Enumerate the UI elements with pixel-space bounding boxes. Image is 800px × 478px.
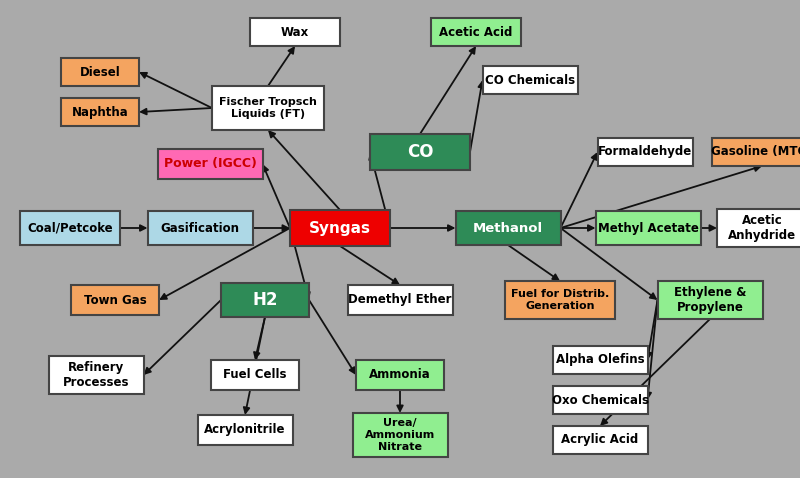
FancyBboxPatch shape xyxy=(455,211,561,245)
Text: Syngas: Syngas xyxy=(309,220,371,236)
FancyBboxPatch shape xyxy=(61,98,139,126)
FancyBboxPatch shape xyxy=(370,134,470,170)
Text: Acetic Acid: Acetic Acid xyxy=(439,25,513,39)
FancyBboxPatch shape xyxy=(20,211,120,245)
Text: Ethylene &
Propylene: Ethylene & Propylene xyxy=(674,286,746,314)
FancyBboxPatch shape xyxy=(250,18,340,46)
FancyBboxPatch shape xyxy=(221,283,309,317)
FancyBboxPatch shape xyxy=(482,66,578,94)
FancyBboxPatch shape xyxy=(71,285,159,315)
Text: Acetic
Anhydride: Acetic Anhydride xyxy=(728,214,796,242)
Text: Methanol: Methanol xyxy=(473,221,543,235)
Text: Demethyl Ether: Demethyl Ether xyxy=(348,293,452,306)
FancyBboxPatch shape xyxy=(595,211,701,245)
Text: Oxo Chemicals: Oxo Chemicals xyxy=(551,393,649,406)
FancyBboxPatch shape xyxy=(347,285,453,315)
Text: CO: CO xyxy=(406,143,434,161)
Text: Formaldehyde: Formaldehyde xyxy=(598,145,692,159)
FancyBboxPatch shape xyxy=(553,346,647,374)
FancyBboxPatch shape xyxy=(356,360,444,390)
Text: Fuel for Distrib.
Generation: Fuel for Distrib. Generation xyxy=(511,289,609,311)
Text: Alpha Olefins: Alpha Olefins xyxy=(556,354,644,367)
Text: Naphtha: Naphtha xyxy=(72,106,128,119)
Text: CO Chemicals: CO Chemicals xyxy=(485,74,575,87)
Text: Town Gas: Town Gas xyxy=(84,293,146,306)
Text: H2: H2 xyxy=(252,291,278,309)
FancyBboxPatch shape xyxy=(553,426,647,454)
Text: Acrylonitrile: Acrylonitrile xyxy=(204,424,286,436)
Text: Coal/Petcoke: Coal/Petcoke xyxy=(27,221,113,235)
Text: Acrylic Acid: Acrylic Acid xyxy=(562,434,638,446)
FancyBboxPatch shape xyxy=(431,18,521,46)
FancyBboxPatch shape xyxy=(49,356,143,394)
FancyBboxPatch shape xyxy=(158,149,262,179)
Text: Fischer Tropsch
Liquids (FT): Fischer Tropsch Liquids (FT) xyxy=(219,97,317,119)
Text: Gasoline (MTG): Gasoline (MTG) xyxy=(711,145,800,159)
Text: Gasification: Gasification xyxy=(161,221,239,235)
Text: Ammonia: Ammonia xyxy=(369,369,431,381)
FancyBboxPatch shape xyxy=(212,86,324,130)
Text: Power (IGCC): Power (IGCC) xyxy=(163,157,257,171)
FancyBboxPatch shape xyxy=(198,415,293,445)
FancyBboxPatch shape xyxy=(353,413,447,457)
FancyBboxPatch shape xyxy=(211,360,299,390)
Text: Wax: Wax xyxy=(281,25,309,39)
FancyBboxPatch shape xyxy=(658,281,762,319)
FancyBboxPatch shape xyxy=(717,209,800,247)
Text: Methyl Acetate: Methyl Acetate xyxy=(598,221,698,235)
FancyBboxPatch shape xyxy=(598,138,693,166)
Text: Diesel: Diesel xyxy=(80,65,120,78)
Text: Refinery
Processes: Refinery Processes xyxy=(62,361,130,389)
FancyBboxPatch shape xyxy=(61,58,139,86)
Text: Urea/
Ammonium
Nitrate: Urea/ Ammonium Nitrate xyxy=(365,418,435,452)
FancyBboxPatch shape xyxy=(147,211,253,245)
FancyBboxPatch shape xyxy=(290,210,390,246)
Text: Fuel Cells: Fuel Cells xyxy=(223,369,286,381)
FancyBboxPatch shape xyxy=(505,281,615,319)
FancyBboxPatch shape xyxy=(553,386,647,414)
FancyBboxPatch shape xyxy=(712,138,800,166)
